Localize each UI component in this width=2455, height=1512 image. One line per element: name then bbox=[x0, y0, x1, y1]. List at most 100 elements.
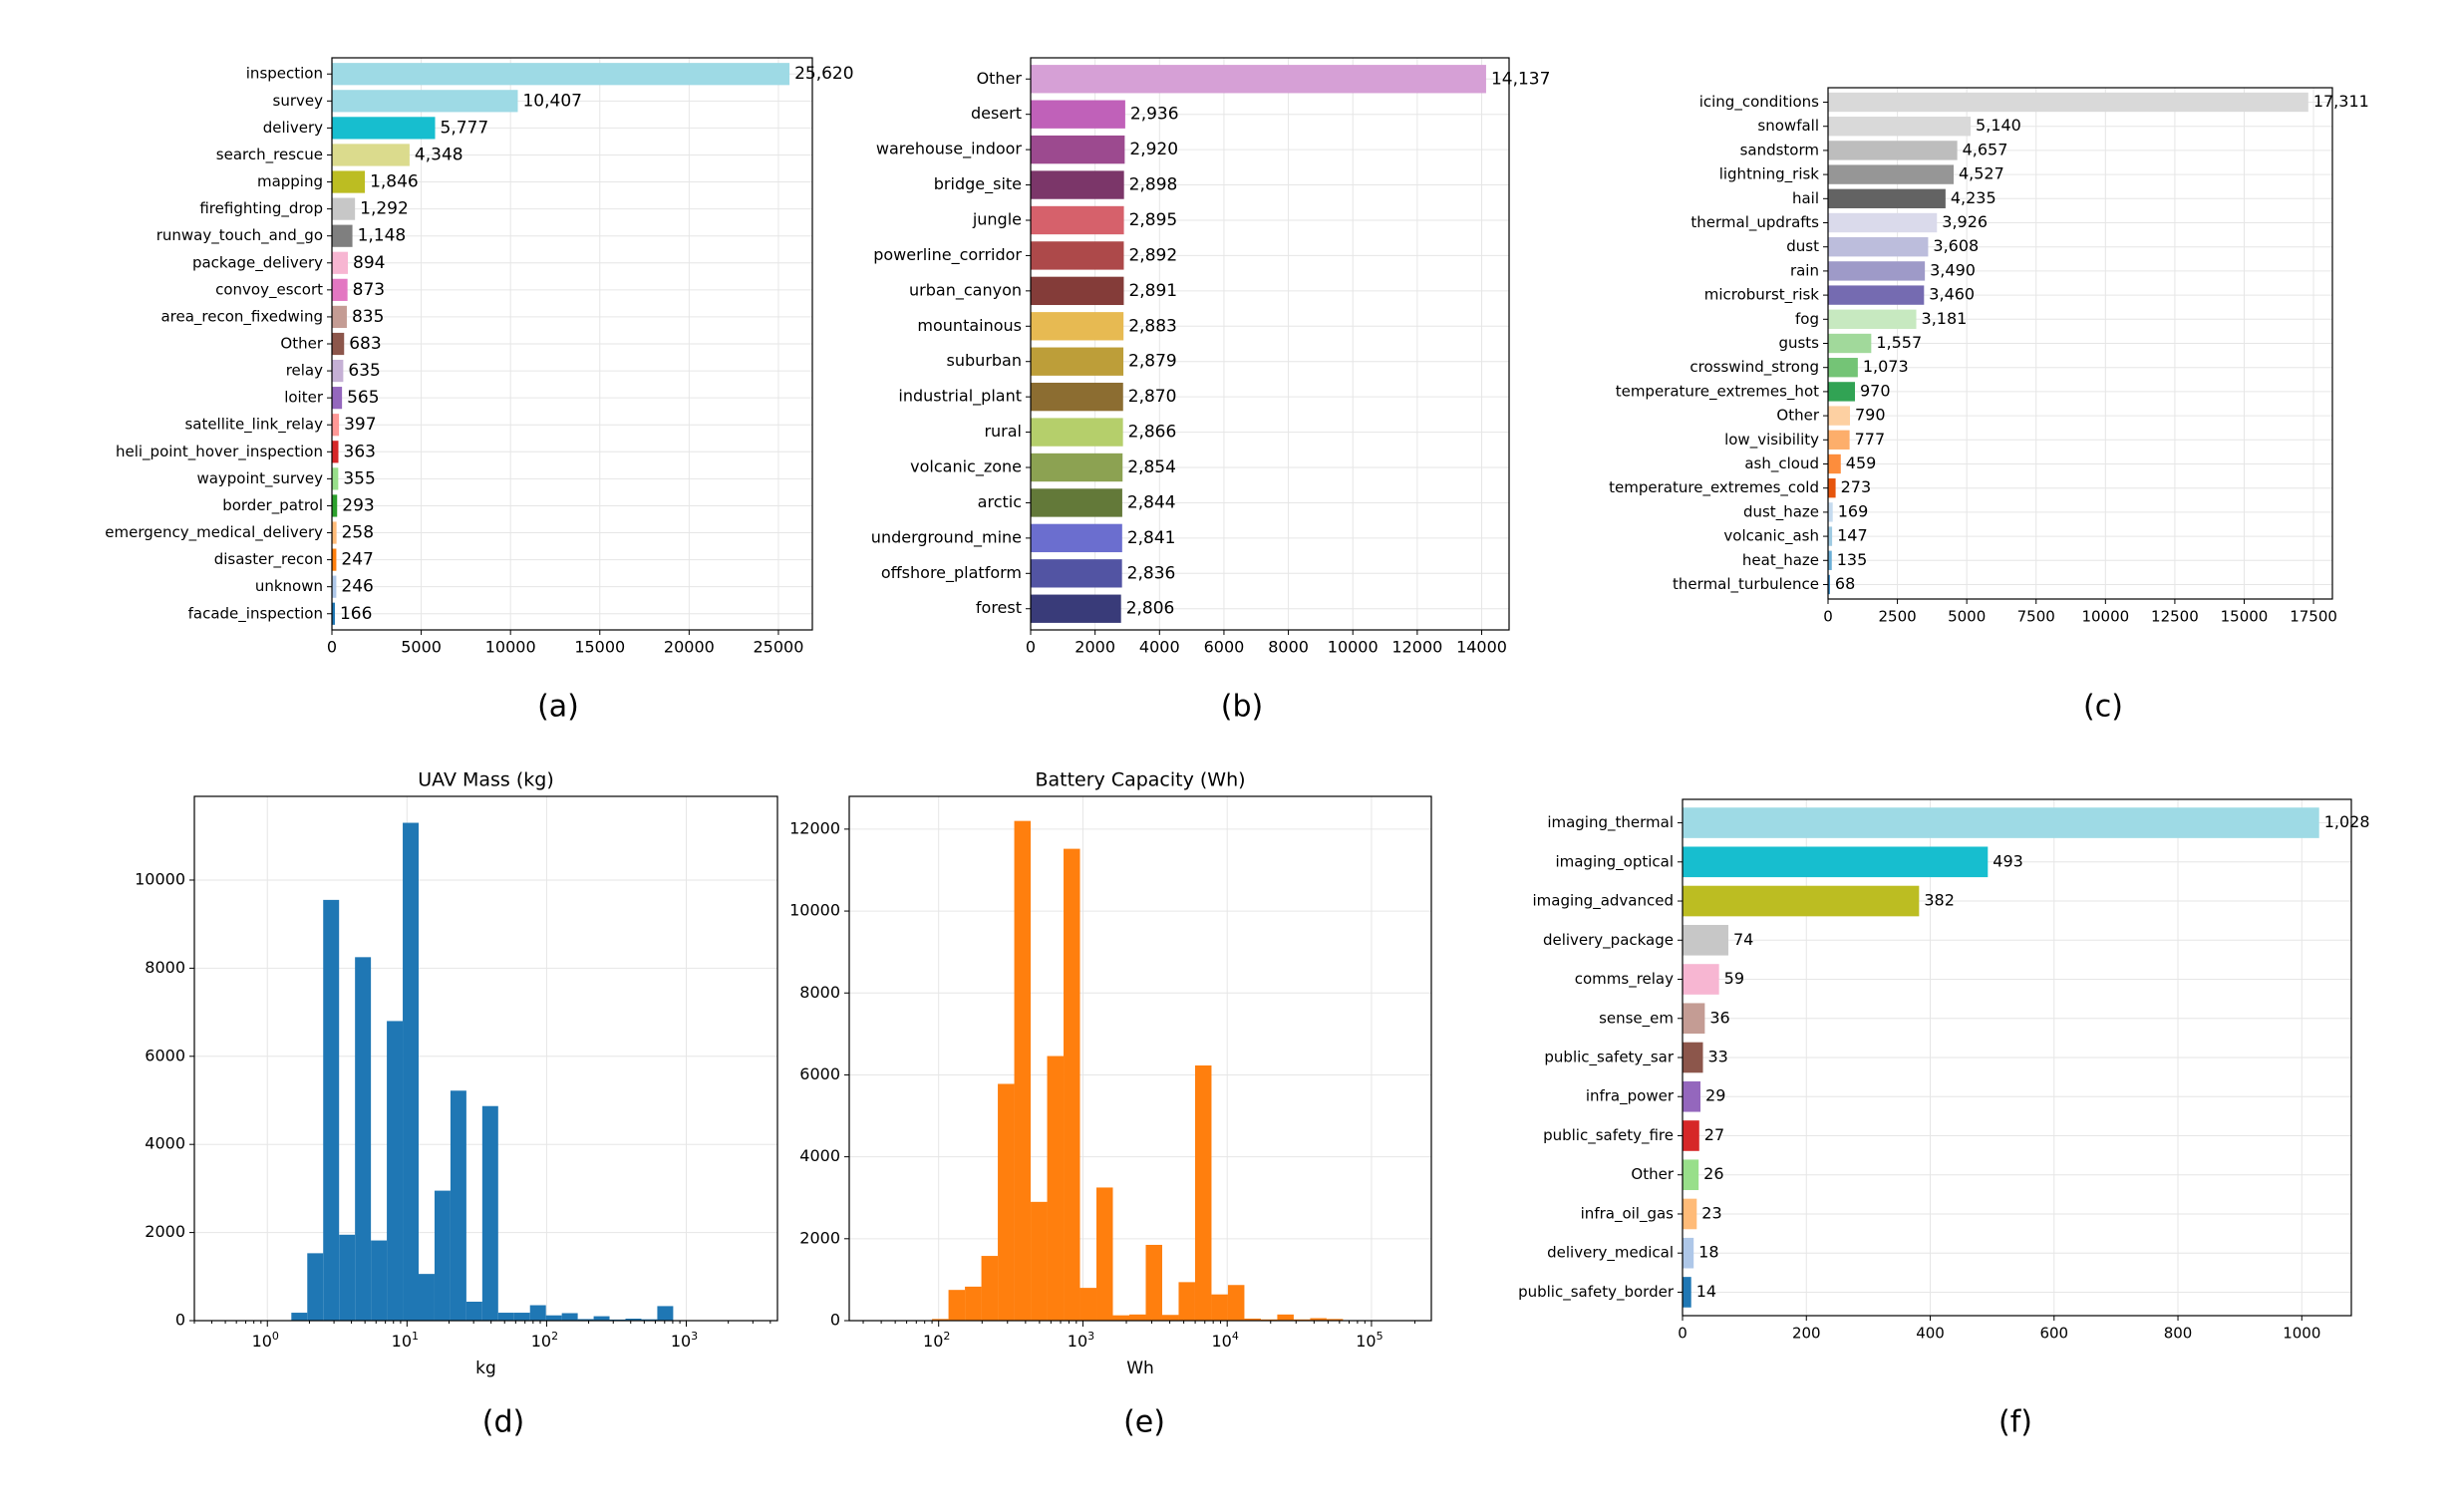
xtick-exponent: 3 bbox=[1087, 1330, 1094, 1343]
bar-fog bbox=[1828, 309, 1917, 329]
hist-bin bbox=[1064, 848, 1080, 1321]
hist-bin bbox=[981, 1256, 999, 1321]
value-label: 1,557 bbox=[1876, 333, 1922, 352]
bar-thermal_turbulence bbox=[1828, 574, 1830, 595]
value-label: 4,348 bbox=[415, 145, 463, 164]
hist-bin bbox=[513, 1313, 530, 1321]
xtick-label: 103 bbox=[1068, 1330, 1094, 1351]
value-label: 258 bbox=[342, 523, 374, 543]
value-label: 169 bbox=[1838, 501, 1869, 520]
value-label: 147 bbox=[1837, 526, 1868, 545]
bar-public_safety_fire bbox=[1683, 1120, 1699, 1151]
hist-bin bbox=[1310, 1318, 1327, 1321]
hist-bin bbox=[403, 822, 420, 1321]
category-label: underground_mine bbox=[871, 527, 1022, 547]
category-label: unknown bbox=[255, 577, 323, 595]
bar-delivery_package bbox=[1683, 924, 1728, 956]
bar-runway_touch_and_go bbox=[332, 224, 353, 247]
bar-hail bbox=[1828, 188, 1946, 208]
value-label: 247 bbox=[341, 550, 373, 570]
value-label: 2,936 bbox=[1130, 105, 1179, 125]
xtick-label: 102 bbox=[531, 1330, 558, 1351]
bar-Other bbox=[1683, 1159, 1699, 1191]
bar-firefighting_drop bbox=[332, 197, 356, 220]
bar-satellite_link_relay bbox=[332, 414, 340, 437]
value-label: 493 bbox=[1993, 851, 2023, 870]
category-label: crosswind_strong bbox=[1689, 358, 1819, 377]
xtick-base: 10 bbox=[671, 1332, 691, 1351]
ytick-label: 4000 bbox=[145, 1134, 185, 1153]
chart-panel-a: inspection 25,620 survey 10,407 delivery 5,77… bbox=[105, 57, 854, 725]
bar-convoy_escort bbox=[332, 278, 348, 301]
category-label: inspection bbox=[246, 65, 323, 83]
hist-bin bbox=[1014, 820, 1032, 1321]
xtick-label: 5000 bbox=[401, 638, 442, 657]
bar-dust_haze bbox=[1828, 502, 1833, 522]
xtick-exponent: 2 bbox=[551, 1330, 558, 1343]
hist-bin bbox=[529, 1305, 546, 1321]
x-axis-label: Wh bbox=[1126, 1359, 1154, 1378]
category-label: mapping bbox=[257, 172, 323, 190]
bar-border_patrol bbox=[332, 494, 338, 517]
category-label: volcanic_ash bbox=[1723, 527, 1819, 546]
hist-bin bbox=[577, 1319, 594, 1321]
value-label: 2,891 bbox=[1128, 281, 1177, 301]
hist-bin bbox=[434, 1190, 451, 1321]
hist-bin bbox=[657, 1306, 674, 1321]
value-label: 2,895 bbox=[1129, 210, 1178, 230]
value-label: 970 bbox=[1860, 381, 1891, 400]
bar-infra_power bbox=[1683, 1080, 1701, 1112]
hist-bin bbox=[1227, 1285, 1245, 1321]
value-label: 2,870 bbox=[1128, 387, 1177, 407]
axes-frame bbox=[1682, 798, 2352, 1317]
bar-warehouse_indoor bbox=[1031, 135, 1125, 164]
category-label: heat_haze bbox=[1742, 551, 1819, 570]
hist-bin bbox=[545, 1315, 562, 1321]
value-label: 2,844 bbox=[1127, 492, 1176, 512]
bar-emergency_medical_delivery bbox=[332, 521, 337, 544]
axes-frame bbox=[848, 795, 1432, 1322]
category-label: survey bbox=[273, 92, 324, 110]
bar-lightning_risk bbox=[1828, 164, 1954, 184]
bar-thermal_updrafts bbox=[1828, 212, 1938, 233]
category-label: warehouse_indoor bbox=[876, 140, 1023, 159]
value-label: 29 bbox=[1705, 1086, 1725, 1105]
xtick-exponent: 3 bbox=[691, 1330, 698, 1343]
hist-bin bbox=[497, 1313, 514, 1321]
category-label: urban_canyon bbox=[909, 280, 1022, 300]
panel-label: (b) bbox=[1221, 690, 1263, 725]
value-label: 2,892 bbox=[1128, 245, 1177, 265]
bar-mapping bbox=[332, 170, 366, 193]
xtick-base: 10 bbox=[252, 1332, 272, 1351]
bar-public_safety_border bbox=[1683, 1277, 1691, 1308]
value-label: 3,181 bbox=[1922, 309, 1968, 328]
xtick-label: 10000 bbox=[485, 638, 536, 657]
hist-bin bbox=[1244, 1318, 1261, 1321]
category-label: public_safety_border bbox=[1518, 1283, 1675, 1302]
category-label: delivery bbox=[263, 119, 323, 137]
value-label: 835 bbox=[352, 307, 384, 327]
value-label: 2,841 bbox=[1127, 528, 1176, 548]
bar-industrial_plant bbox=[1031, 382, 1123, 412]
value-label: 2,883 bbox=[1128, 316, 1177, 336]
value-label: 4,527 bbox=[1959, 164, 2004, 183]
category-label: loiter bbox=[284, 389, 324, 407]
value-label: 2,866 bbox=[1128, 423, 1177, 443]
bar-imaging_thermal bbox=[1683, 807, 2319, 838]
ytick-label: 0 bbox=[830, 1311, 840, 1330]
category-label: mountainous bbox=[917, 316, 1022, 335]
hist-bin bbox=[387, 1021, 404, 1321]
value-label: 246 bbox=[341, 577, 373, 597]
axes-frame bbox=[193, 795, 778, 1322]
value-label: 382 bbox=[1924, 891, 1955, 910]
hist-bin bbox=[1047, 1056, 1065, 1321]
xtick-base: 10 bbox=[531, 1332, 551, 1351]
category-label: temperature_extremes_hot bbox=[1616, 382, 1819, 401]
xtick-label: 0 bbox=[1823, 608, 1833, 626]
value-label: 459 bbox=[1846, 454, 1877, 472]
category-label: waypoint_survey bbox=[196, 469, 323, 488]
hist-bin bbox=[1293, 1319, 1311, 1321]
ytick-label: 8000 bbox=[145, 958, 185, 977]
bar-underground_mine bbox=[1031, 523, 1122, 553]
